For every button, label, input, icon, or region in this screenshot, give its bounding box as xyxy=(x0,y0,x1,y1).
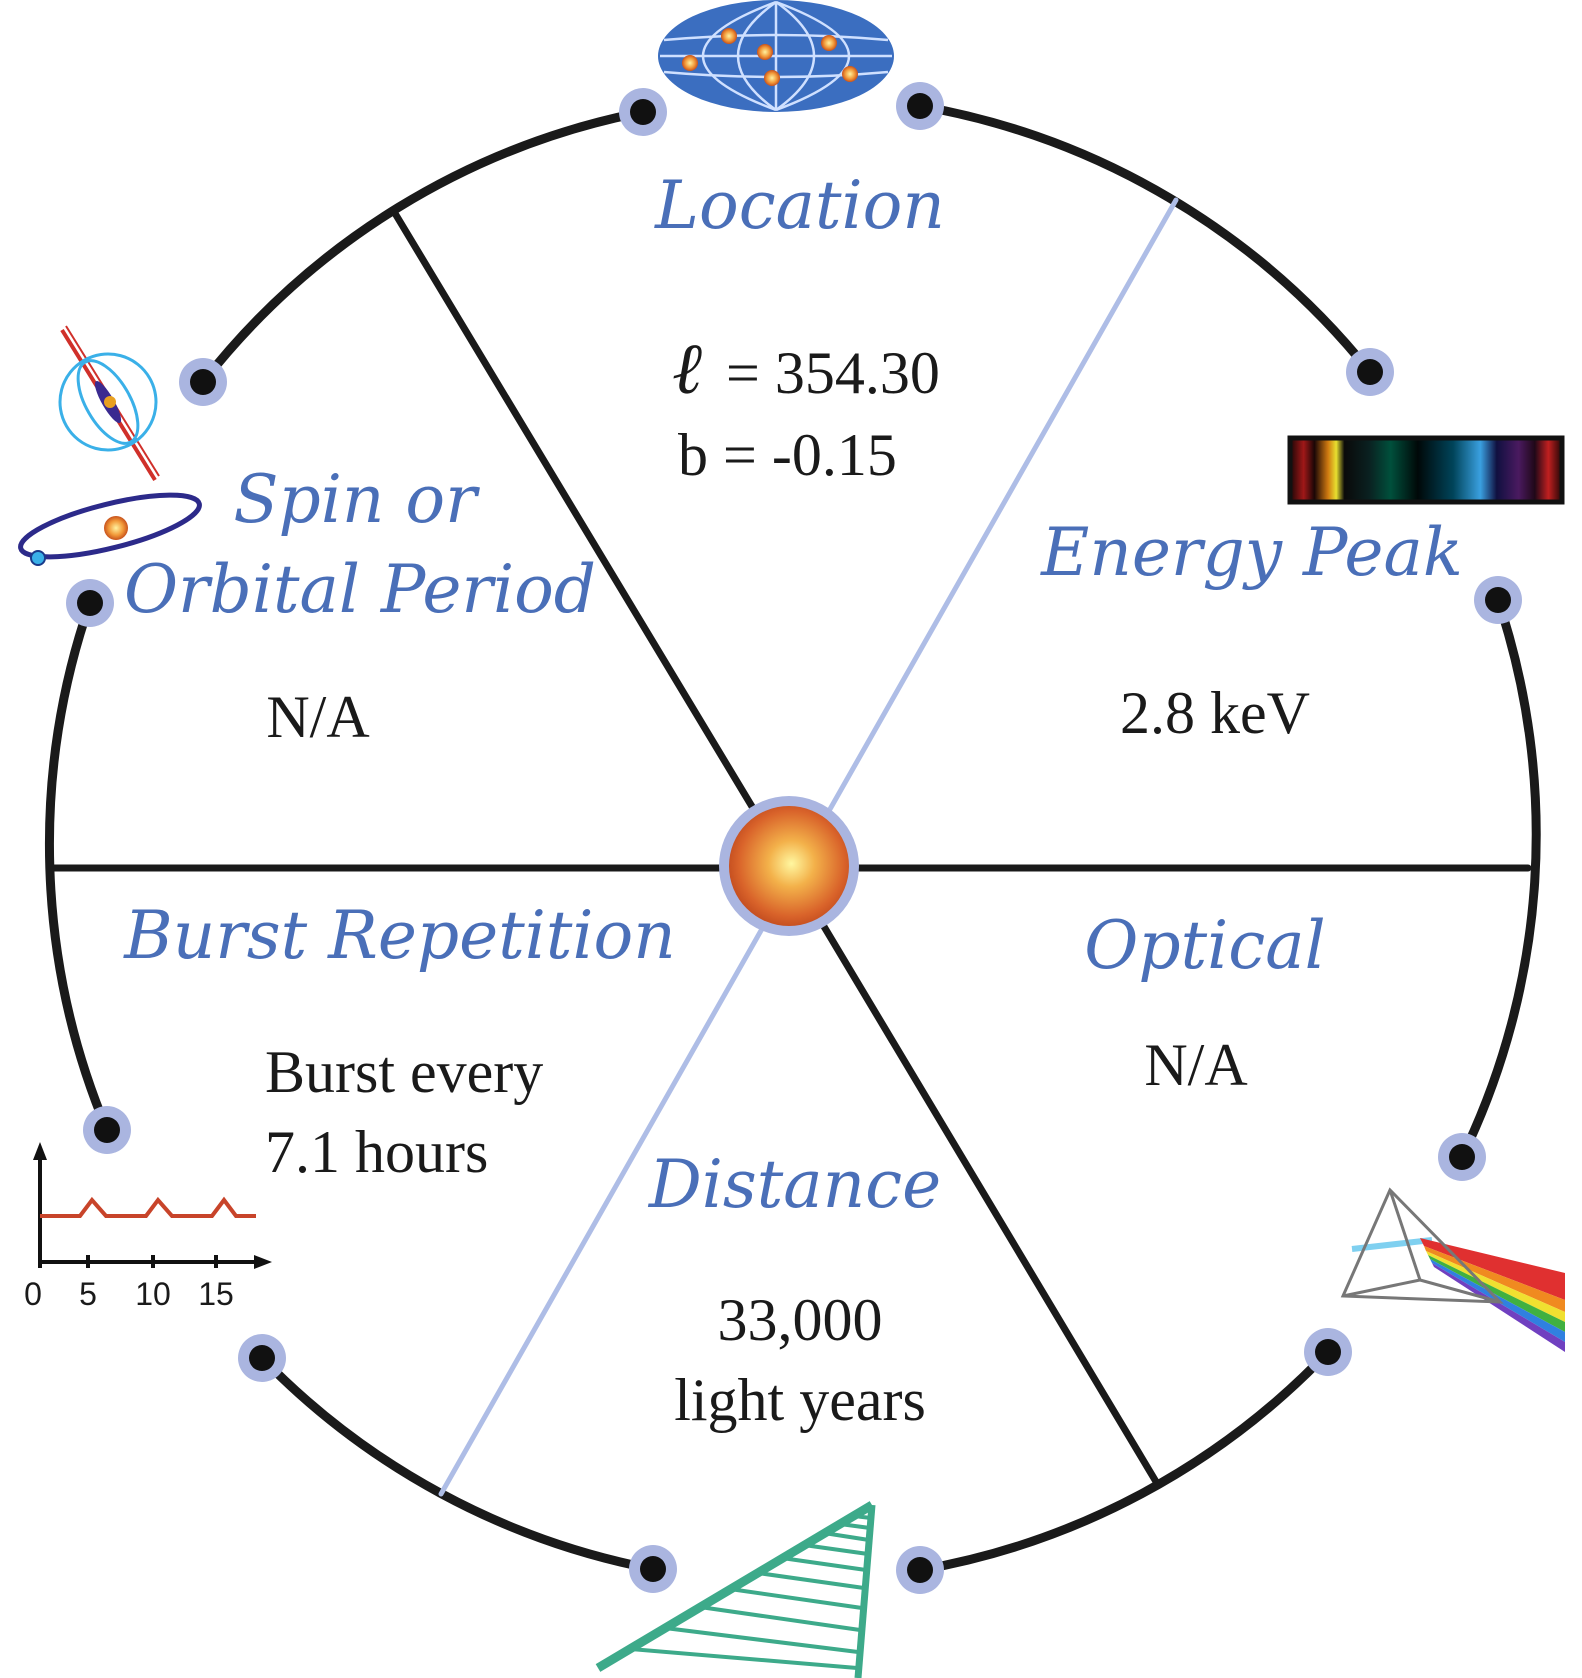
prism-icon xyxy=(1340,1187,1565,1352)
optical-title: Optical xyxy=(1084,907,1325,984)
node-dot xyxy=(629,1545,677,1593)
distance-title: Distance xyxy=(648,1146,941,1223)
burst-repetition-value-line1: Burst every xyxy=(265,1039,543,1105)
spoke-dark-lower-right xyxy=(785,864,1162,1489)
ring-arc-top-right xyxy=(919,101,1374,375)
spin-orbital-title-line2: Orbital Period xyxy=(124,551,596,628)
energy-peak-value: 2.8 keV xyxy=(1120,680,1310,746)
location-title: Location xyxy=(654,167,945,244)
distance-value-line2: light years xyxy=(674,1367,926,1433)
sky-map-icon xyxy=(658,0,894,112)
energy-peak-title: Energy Peak xyxy=(1040,514,1463,591)
ring-arc-right xyxy=(1457,598,1541,1159)
pulsar-orbit-icon xyxy=(18,325,202,566)
plot-tick-label: 15 xyxy=(198,1276,234,1312)
node-dot xyxy=(179,358,227,406)
burst-repetition-title: Burst Repetition xyxy=(123,897,676,974)
node-dot xyxy=(619,88,667,136)
galactic-latitude-value: b = -0.15 xyxy=(678,422,897,488)
burst-plot-icon: 0 5 10 15 xyxy=(24,1142,272,1312)
central-source-icon xyxy=(719,796,859,936)
galactic-longitude-symbol: ℓ xyxy=(672,329,702,409)
node-dot xyxy=(1304,1328,1352,1376)
ring-arc-bottom-right xyxy=(919,1348,1332,1575)
node-dot xyxy=(238,1334,286,1382)
ladder-icon xyxy=(595,1501,876,1678)
ring-arc-top-left xyxy=(199,107,644,385)
spectrum-icon xyxy=(1287,435,1565,505)
galactic-longitude-value: = 354.30 xyxy=(726,340,940,406)
node-dot xyxy=(1438,1133,1486,1181)
burst-repetition-value-line2: 7.1 hours xyxy=(265,1119,488,1185)
node-dot xyxy=(1474,576,1522,624)
spoke-dark-upper-left xyxy=(389,206,793,872)
distance-value-line1: 33,000 xyxy=(718,1287,883,1353)
node-dot xyxy=(896,1546,944,1594)
plot-tick-label: 5 xyxy=(79,1276,97,1312)
node-dot xyxy=(1346,348,1394,396)
plot-tick-label: 0 xyxy=(24,1276,42,1312)
node-dot xyxy=(83,1106,131,1154)
spin-orbital-value: N/A xyxy=(266,684,369,750)
ring-nodes xyxy=(66,82,1522,1594)
plot-tick-label: 10 xyxy=(135,1276,171,1312)
node-dot xyxy=(66,579,114,627)
spin-orbital-title-line1: Spin or xyxy=(233,461,480,538)
optical-value: N/A xyxy=(1144,1032,1247,1098)
node-dot xyxy=(896,82,944,130)
